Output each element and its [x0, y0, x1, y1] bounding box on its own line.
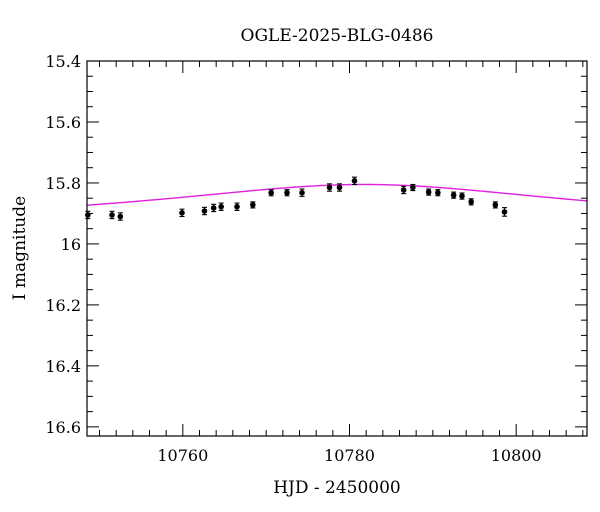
data-point — [336, 184, 343, 191]
data-point — [492, 202, 499, 208]
y-tick-label: 16.2 — [45, 296, 81, 315]
data-point — [501, 209, 508, 215]
data-point — [234, 203, 240, 210]
y-axis-title: I magnitude — [10, 196, 30, 300]
y-tick-label: 15.4 — [45, 52, 81, 71]
data-point — [250, 202, 256, 208]
data-point — [410, 184, 416, 191]
data-point — [459, 193, 465, 199]
x-tick-label: 10800 — [491, 446, 542, 465]
y-tick-label: 15.6 — [45, 113, 81, 132]
data-point — [450, 192, 457, 198]
data-point — [284, 189, 290, 196]
y-tick-label: 15.8 — [45, 174, 81, 193]
data-point — [400, 187, 407, 193]
data-point — [468, 199, 474, 205]
y-tick-label: 16.6 — [45, 418, 81, 437]
data-point — [425, 189, 432, 195]
data-point — [268, 189, 274, 196]
data-point — [201, 208, 208, 214]
data-point — [326, 184, 333, 191]
data-point — [299, 189, 305, 196]
data-point — [117, 213, 124, 220]
data-point — [351, 178, 358, 184]
model-curve — [86, 183, 588, 206]
y-tick-label: 16 — [61, 235, 81, 254]
data-point — [435, 189, 441, 196]
chart-title: OGLE-2025-BLG-0486 — [241, 26, 434, 46]
plot-area — [85, 176, 588, 221]
y-tick-labels: 15.4 15.6 15.8 16 16.2 16.4 16.6 — [45, 52, 81, 437]
axis-ticks — [87, 60, 587, 436]
data-point — [210, 205, 217, 211]
x-axis-title: HJD - 2450000 — [273, 478, 401, 498]
plot-frame — [86, 60, 588, 437]
data-point — [179, 210, 185, 216]
data-point — [109, 212, 115, 218]
data-point — [218, 203, 224, 210]
x-tick-labels: 10760 10780 10800 — [157, 446, 541, 465]
x-tick-label: 10780 — [324, 446, 375, 465]
x-tick-label: 10760 — [157, 446, 208, 465]
y-tick-label: 16.4 — [45, 357, 81, 376]
